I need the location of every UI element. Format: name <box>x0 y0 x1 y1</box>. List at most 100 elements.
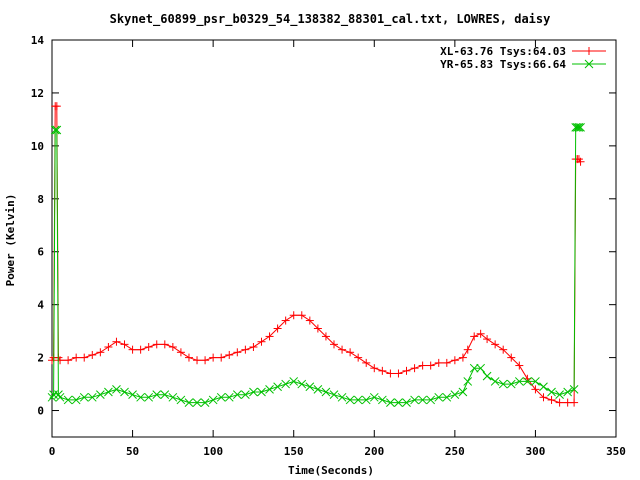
data-point <box>184 398 194 407</box>
x-tick-label: 50 <box>126 445 139 458</box>
data-point <box>305 382 315 392</box>
data-point <box>64 356 73 365</box>
data-point <box>233 348 242 357</box>
data-point <box>353 395 363 405</box>
data-point <box>345 395 355 405</box>
data-point <box>297 311 306 320</box>
data-point <box>104 387 113 397</box>
x-tick-label: 0 <box>49 445 56 458</box>
data-point <box>483 335 492 344</box>
data-point <box>241 345 250 354</box>
data-point <box>112 337 121 346</box>
data-point <box>168 343 177 352</box>
data-point <box>120 340 129 349</box>
data-point <box>128 390 137 400</box>
data-point <box>52 102 61 111</box>
series-line <box>51 105 581 404</box>
data-point <box>450 356 459 365</box>
data-point <box>305 316 314 325</box>
data-point <box>313 324 322 333</box>
data-point <box>192 398 202 407</box>
x-tick-label: 300 <box>525 445 545 458</box>
x-tick-label: 100 <box>203 445 223 458</box>
data-point <box>112 385 121 394</box>
data-point <box>55 392 65 402</box>
data-point <box>273 382 282 392</box>
data-point <box>224 392 234 402</box>
data-point <box>531 377 540 386</box>
y-tick-label: 8 <box>37 193 44 206</box>
data-point <box>458 353 467 362</box>
data-point <box>576 122 585 132</box>
data-point <box>539 393 548 402</box>
data-point <box>378 366 387 375</box>
data-point <box>160 390 170 400</box>
data-point <box>476 363 485 373</box>
data-point <box>490 377 500 386</box>
data-point <box>217 353 226 362</box>
chart-title: Skynet_60899_psr_b0329_54_138382_88301_c… <box>110 12 551 27</box>
data-point <box>476 329 485 338</box>
data-point <box>281 379 291 389</box>
y-tick-label: 4 <box>37 299 44 312</box>
data-point <box>410 395 419 405</box>
data-point <box>434 358 443 367</box>
data-point <box>152 390 162 400</box>
data-point <box>377 395 387 405</box>
plot-frame <box>51 39 617 438</box>
x-axis-label: Time(Seconds) <box>288 464 374 477</box>
data-point <box>499 345 508 354</box>
data-point <box>289 377 299 386</box>
data-point <box>442 392 452 402</box>
data-point <box>265 332 274 341</box>
data-point <box>354 353 363 362</box>
data-point <box>200 398 210 407</box>
series-1 <box>48 102 585 407</box>
data-point <box>555 398 564 407</box>
data-point <box>87 392 97 402</box>
data-point <box>176 395 186 405</box>
data-point <box>209 353 218 362</box>
data-point <box>208 395 218 405</box>
data-point <box>572 122 582 132</box>
data-point <box>434 392 444 402</box>
data-point <box>539 382 548 392</box>
data-point <box>570 398 579 407</box>
data-point <box>361 395 371 405</box>
data-point <box>168 392 178 402</box>
data-point <box>463 345 472 354</box>
y-tick-label: 6 <box>37 246 44 259</box>
data-point <box>555 390 564 400</box>
data-point <box>482 371 492 381</box>
data-point <box>144 343 153 352</box>
data-point <box>313 385 323 394</box>
legend-marker <box>585 47 593 55</box>
legend-marker <box>584 59 594 69</box>
series-2 <box>47 122 585 407</box>
data-point <box>458 387 468 397</box>
data-point <box>79 392 89 402</box>
data-point <box>418 395 427 405</box>
legend-label: YR-65.83 Tsys:66.64 <box>440 58 566 71</box>
data-point <box>410 364 419 373</box>
y-tick-label: 10 <box>31 140 44 153</box>
data-point <box>216 392 226 402</box>
x-tick-label: 150 <box>284 445 304 458</box>
data-point <box>369 392 379 402</box>
data-point <box>176 348 185 357</box>
data-point <box>72 353 81 362</box>
data-point <box>470 332 479 341</box>
data-point <box>394 369 403 378</box>
data-point <box>56 356 65 365</box>
data-point <box>144 392 154 402</box>
data-point <box>463 377 473 386</box>
data-point <box>338 345 347 354</box>
data-point <box>160 340 169 349</box>
data-point <box>257 387 266 397</box>
data-point <box>442 358 451 367</box>
data-point <box>563 387 573 397</box>
data-point <box>531 385 540 394</box>
data-point <box>515 361 524 370</box>
data-point <box>193 356 202 365</box>
